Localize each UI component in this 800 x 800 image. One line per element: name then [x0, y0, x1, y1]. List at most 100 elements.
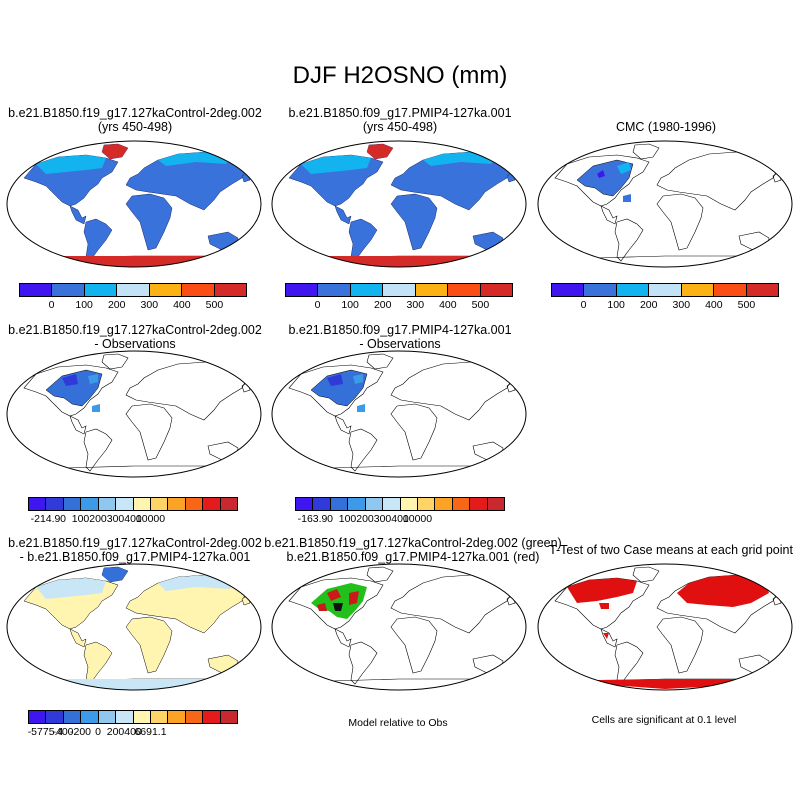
colorbar-swatch [296, 498, 314, 510]
colorbar-tick-label: -5775.4 [27, 726, 64, 738]
colorbar-tick-label: 200 [107, 299, 126, 311]
colorbar-swatch [182, 284, 215, 296]
colorbar-swatch [435, 498, 453, 510]
colorbar-tick-label: 10000 [402, 513, 433, 525]
map-diff3 [6, 563, 262, 691]
colorbar-swatch [63, 711, 82, 723]
map-case2 [271, 140, 527, 268]
colorbar-swatch [330, 498, 349, 510]
panel-title-line: b.e21.B1850.f09_g17.PMIP4-127ka.001 (red… [286, 550, 540, 564]
colorbar-tick-label: 400 [391, 513, 409, 525]
colorbar-tick-label: 300 [140, 299, 159, 311]
colorbar-swatch [203, 711, 221, 723]
panel-title-line: - Observations [94, 337, 176, 351]
colorbar-swatch [150, 711, 169, 723]
colorbar-swatch [133, 711, 151, 723]
colorbar-tick-label: -214.9 [30, 513, 61, 525]
colorbar-swatch [348, 498, 366, 510]
map-obs [537, 140, 793, 268]
panel-title-case1: b.e21.B1850.f19_g17.127kaControl-2deg.00… [0, 106, 270, 134]
colorbar-tick-label: 100 [75, 299, 93, 311]
panel-title-line: T-Test of two Case means at each grid po… [549, 543, 793, 557]
colorbar-tick-label: 200 [639, 299, 658, 311]
panel-title-line: CMC (1980-1996) [615, 120, 717, 134]
colorbar-swatch [417, 498, 436, 510]
colorbar-tick-label: 300 [672, 299, 691, 311]
panel-title-diff2: b.e21.B1850.f09_g17.PMIP4-127ka.001 - Ob… [265, 323, 535, 351]
colorbar-swatch [81, 498, 99, 510]
panel-title-obs: CMC (1980-1996) [531, 120, 800, 134]
colorbar-swatch [584, 284, 617, 296]
panel-title-overlay: b.e21.B1850.f19_g17.127kaControl-2deg.00… [263, 536, 563, 564]
colorbar-tick-label: 300 [406, 299, 425, 311]
colorbar-swatch [649, 284, 682, 296]
panel-title-line: b.e21.B1850.f19_g17.127kaControl-2deg.00… [8, 536, 262, 550]
colorbar-tick-label: 500 [737, 299, 756, 311]
colorbar-tick-label: 0 [580, 299, 587, 311]
figure-title: DJF H2OSNO (mm) [292, 62, 508, 89]
colorbar-swatch [168, 711, 186, 723]
colorbar-swatch [203, 498, 221, 510]
colorbar-swatch [150, 498, 169, 510]
colorbar-swatch [220, 711, 238, 723]
colorbar-swatch [365, 498, 384, 510]
colorbar-swatch [185, 498, 204, 510]
colorbar-tick-label: 0 [327, 513, 333, 525]
colorbar-tick-label: 0 [314, 299, 321, 311]
colorbar-swatch [350, 284, 384, 296]
map-overlay [271, 563, 527, 691]
colorbar-tick-label: 400 [439, 299, 457, 311]
colorbar-tick-label: 400 [124, 726, 142, 738]
panel-title-ttest: T-Test of two Case means at each grid po… [536, 543, 800, 557]
colorbar-swatch [46, 498, 64, 510]
colorbar-swatch [383, 498, 401, 510]
colorbar-tick-label: 500 [471, 299, 490, 311]
colorbar-swatch [448, 284, 481, 296]
colorbar-swatches [551, 283, 779, 297]
colorbar-swatch [46, 711, 64, 723]
colorbar-swatches [28, 710, 238, 724]
colorbar-swatches [285, 283, 513, 297]
panel-title-line: b.e21.B1850.f09_g17.PMIP4-127ka.001 [288, 323, 512, 337]
panel-title-line: b.e21.B1850.f19_g17.127kaControl-2deg.00… [8, 323, 262, 337]
colorbar-swatch [318, 284, 351, 296]
panel-title-line: - Observations [359, 337, 441, 351]
colorbar-swatch [63, 498, 82, 510]
map-diff1 [6, 350, 262, 478]
panel-title-line: b.e21.B1850.f09_g17.PMIP4-127ka.001 [288, 106, 512, 120]
panel-title-case2: b.e21.B1850.f09_g17.PMIP4-127ka.001 (yrs… [265, 106, 535, 134]
colorbar-tick-label: 300 [106, 513, 125, 525]
colorbar-tick-label: 400 [124, 513, 142, 525]
colorbar-swatch [552, 284, 585, 296]
map-diff2 [271, 350, 527, 478]
colorbar-swatch [746, 284, 778, 296]
colorbar-swatch [286, 284, 319, 296]
colorbar-swatch [20, 284, 53, 296]
ttest-note: Cells are significant at 0.1 level [591, 714, 737, 726]
panel-title-line: b.e21.B1850.f19_g17.127kaControl-2deg.00… [8, 106, 262, 120]
panel-title-line: - b.e21.B1850.f09_g17.PMIP4-127ka.001 [19, 550, 251, 564]
colorbar-swatch [81, 711, 99, 723]
colorbar-tick-label: 200 [373, 299, 392, 311]
colorbar-swatch [714, 284, 747, 296]
colorbar-tick-label: 100 [338, 513, 357, 525]
colorbar-swatch [29, 498, 47, 510]
colorbar-tick-label: 10000 [135, 513, 166, 525]
colorbar-swatch [452, 498, 471, 510]
colorbar-swatch [383, 284, 416, 296]
colorbar-tick-label: -163.9 [297, 513, 328, 525]
colorbar-tick-label: 0 [60, 513, 66, 525]
colorbar-swatch [400, 498, 418, 510]
panel-title-line: (yrs 450-498) [97, 120, 173, 134]
colorbar-swatch [415, 284, 449, 296]
colorbar-swatch [149, 284, 183, 296]
colorbar-swatch [313, 498, 331, 510]
colorbar-swatch [470, 498, 488, 510]
panel-title-line: b.e21.B1850.f19_g17.127kaControl-2deg.00… [264, 536, 562, 550]
colorbar-tick-label: -400 [52, 726, 74, 738]
colorbar-swatch [117, 284, 150, 296]
overlay-note: Model relative to Obs [348, 717, 448, 729]
colorbar-swatch [487, 498, 505, 510]
colorbar-tick-label: 200 [89, 513, 107, 525]
colorbar-tick-label: 0 [48, 299, 55, 311]
